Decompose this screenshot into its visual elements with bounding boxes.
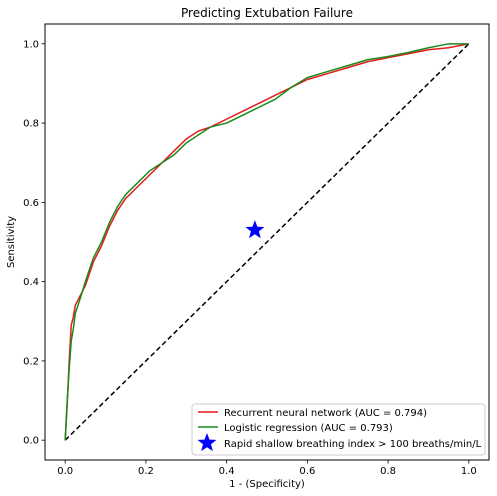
y-tick-label: 1.0 (23, 39, 39, 50)
y-axis-label: Sensitivity (6, 216, 17, 268)
rsbi-point-marker (245, 220, 265, 239)
y-axis: 0.0 0.2 0.4 0.6 0.8 1.0 (23, 39, 45, 447)
x-tick-label: 0.6 (299, 466, 315, 477)
rnn-roc-curve (64, 43, 469, 441)
legend: Recurrent neural network (AUC = 0.794) L… (191, 403, 486, 456)
y-tick-label: 0.0 (23, 436, 39, 447)
x-tick-label: 0.4 (219, 466, 235, 477)
legend-box (191, 403, 486, 456)
x-axis-label: 1 - (Specificity) (229, 479, 305, 490)
legend-rsbi-label: Rapid shallow breathing index > 100 brea… (224, 439, 482, 450)
logistic-roc-curve (64, 43, 469, 441)
y-tick-label: 0.8 (23, 119, 39, 130)
legend-rnn-label: Recurrent neural network (AUC = 0.794) (224, 408, 427, 419)
chart-title: Predicting Extubation Failure (181, 6, 353, 20)
y-tick-label: 0.2 (23, 356, 39, 367)
legend-logistic-label: Logistic regression (AUC = 0.793) (224, 423, 393, 434)
axes-frame (44, 23, 490, 461)
x-tick-label: 0.8 (380, 466, 396, 477)
x-axis: 0.0 0.2 0.4 0.6 0.8 1.0 (57, 460, 477, 477)
reference-diagonal-line (64, 43, 470, 441)
plot-area (64, 43, 470, 441)
x-tick-label: 0.0 (57, 466, 73, 477)
y-tick-label: 0.6 (23, 198, 39, 209)
x-tick-label: 0.2 (138, 466, 154, 477)
legend-star-marker (197, 433, 217, 452)
y-tick-label: 0.4 (23, 277, 39, 288)
x-tick-label: 1.0 (461, 466, 477, 477)
